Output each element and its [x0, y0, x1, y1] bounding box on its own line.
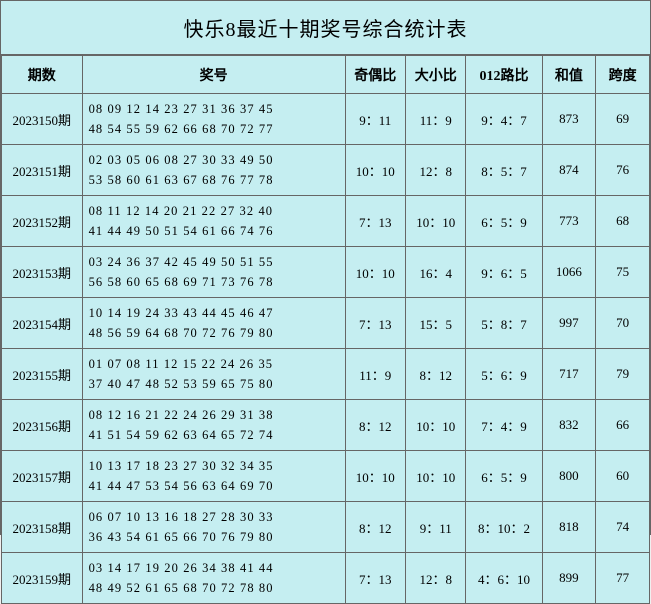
cell-big-small: 12：8 [406, 145, 466, 196]
cell-big-small: 12：8 [406, 553, 466, 604]
cell-odd-even: 7：13 [345, 298, 405, 349]
header-period: 期数 [2, 56, 83, 94]
cell-route012: 5：8：7 [466, 298, 542, 349]
cell-odd-even: 10：10 [345, 451, 405, 502]
cell-odd-even: 8：12 [345, 502, 405, 553]
header-route012: 012路比 [466, 56, 542, 94]
header-sum: 和值 [542, 56, 596, 94]
table-row: 2023155期01 07 08 11 12 15 22 24 26 3537 … [2, 349, 650, 400]
stats-table-container: 快乐8最近十期奖号综合统计表 期数 奖号 奇偶比 大小比 012路比 和值 跨度… [0, 0, 651, 535]
cell-route012: 8：10：2 [466, 502, 542, 553]
cell-route012: 5：6：9 [466, 349, 542, 400]
cell-period: 2023156期 [2, 400, 83, 451]
table-row: 2023156期08 12 16 21 22 24 26 29 31 3841 … [2, 400, 650, 451]
cell-numbers: 08 11 12 14 20 21 22 27 32 4041 44 49 50… [82, 196, 345, 247]
cell-numbers: 08 09 12 14 23 27 31 36 37 4548 54 55 59… [82, 94, 345, 145]
table-row: 2023157期10 13 17 18 23 27 30 32 34 3541 … [2, 451, 650, 502]
cell-numbers: 10 14 19 24 33 43 44 45 46 4748 56 59 64… [82, 298, 345, 349]
cell-big-small: 11：9 [406, 94, 466, 145]
cell-route012: 9：4：7 [466, 94, 542, 145]
cell-sum: 773 [542, 196, 596, 247]
cell-big-small: 10：10 [406, 196, 466, 247]
cell-period: 2023158期 [2, 502, 83, 553]
cell-span: 77 [596, 553, 650, 604]
cell-odd-even: 8：12 [345, 400, 405, 451]
table-row: 2023151期02 03 05 06 08 27 30 33 49 5053 … [2, 145, 650, 196]
table-row: 2023150期08 09 12 14 23 27 31 36 37 4548 … [2, 94, 650, 145]
cell-odd-even: 9：11 [345, 94, 405, 145]
cell-span: 68 [596, 196, 650, 247]
header-row: 期数 奖号 奇偶比 大小比 012路比 和值 跨度 [2, 56, 650, 94]
cell-sum: 818 [542, 502, 596, 553]
cell-route012: 8：5：7 [466, 145, 542, 196]
header-odd-even: 奇偶比 [345, 56, 405, 94]
cell-period: 2023159期 [2, 553, 83, 604]
cell-span: 69 [596, 94, 650, 145]
cell-big-small: 10：10 [406, 400, 466, 451]
cell-sum: 800 [542, 451, 596, 502]
table-row: 2023159期03 14 17 19 20 26 34 38 41 4448 … [2, 553, 650, 604]
cell-sum: 1066 [542, 247, 596, 298]
cell-numbers: 02 03 05 06 08 27 30 33 49 5053 58 60 61… [82, 145, 345, 196]
cell-period: 2023151期 [2, 145, 83, 196]
table-row: 2023158期06 07 10 13 16 18 27 28 30 3336 … [2, 502, 650, 553]
cell-route012: 4：6：10 [466, 553, 542, 604]
cell-numbers: 01 07 08 11 12 15 22 24 26 3537 40 47 48… [82, 349, 345, 400]
cell-big-small: 9：11 [406, 502, 466, 553]
cell-sum: 832 [542, 400, 596, 451]
header-span: 跨度 [596, 56, 650, 94]
cell-span: 79 [596, 349, 650, 400]
cell-odd-even: 11：9 [345, 349, 405, 400]
cell-big-small: 10：10 [406, 451, 466, 502]
cell-sum: 997 [542, 298, 596, 349]
cell-span: 75 [596, 247, 650, 298]
cell-sum: 717 [542, 349, 596, 400]
table-row: 2023154期10 14 19 24 33 43 44 45 46 4748 … [2, 298, 650, 349]
cell-odd-even: 7：13 [345, 196, 405, 247]
cell-numbers: 10 13 17 18 23 27 30 32 34 3541 44 47 53… [82, 451, 345, 502]
cell-big-small: 8：12 [406, 349, 466, 400]
cell-route012: 6：5：9 [466, 196, 542, 247]
table-title: 快乐8最近十期奖号综合统计表 [1, 1, 650, 55]
cell-sum: 873 [542, 94, 596, 145]
table-row: 2023152期08 11 12 14 20 21 22 27 32 4041 … [2, 196, 650, 247]
lottery-stats-table: 期数 奖号 奇偶比 大小比 012路比 和值 跨度 2023150期08 09 … [1, 55, 650, 604]
cell-odd-even: 7：13 [345, 553, 405, 604]
cell-span: 74 [596, 502, 650, 553]
cell-period: 2023157期 [2, 451, 83, 502]
cell-span: 60 [596, 451, 650, 502]
cell-big-small: 16：4 [406, 247, 466, 298]
cell-sum: 874 [542, 145, 596, 196]
cell-span: 66 [596, 400, 650, 451]
header-numbers: 奖号 [82, 56, 345, 94]
cell-numbers: 03 24 36 37 42 45 49 50 51 5556 58 60 65… [82, 247, 345, 298]
cell-big-small: 15：5 [406, 298, 466, 349]
cell-odd-even: 10：10 [345, 145, 405, 196]
cell-period: 2023153期 [2, 247, 83, 298]
cell-route012: 6：5：9 [466, 451, 542, 502]
cell-odd-even: 10：10 [345, 247, 405, 298]
cell-period: 2023152期 [2, 196, 83, 247]
cell-period: 2023150期 [2, 94, 83, 145]
cell-span: 76 [596, 145, 650, 196]
cell-route012: 9：6：5 [466, 247, 542, 298]
cell-numbers: 03 14 17 19 20 26 34 38 41 4448 49 52 61… [82, 553, 345, 604]
table-row: 2023153期03 24 36 37 42 45 49 50 51 5556 … [2, 247, 650, 298]
cell-period: 2023155期 [2, 349, 83, 400]
cell-span: 70 [596, 298, 650, 349]
cell-sum: 899 [542, 553, 596, 604]
cell-route012: 7：4：9 [466, 400, 542, 451]
header-big-small: 大小比 [406, 56, 466, 94]
cell-period: 2023154期 [2, 298, 83, 349]
cell-numbers: 08 12 16 21 22 24 26 29 31 3841 51 54 59… [82, 400, 345, 451]
cell-numbers: 06 07 10 13 16 18 27 28 30 3336 43 54 61… [82, 502, 345, 553]
